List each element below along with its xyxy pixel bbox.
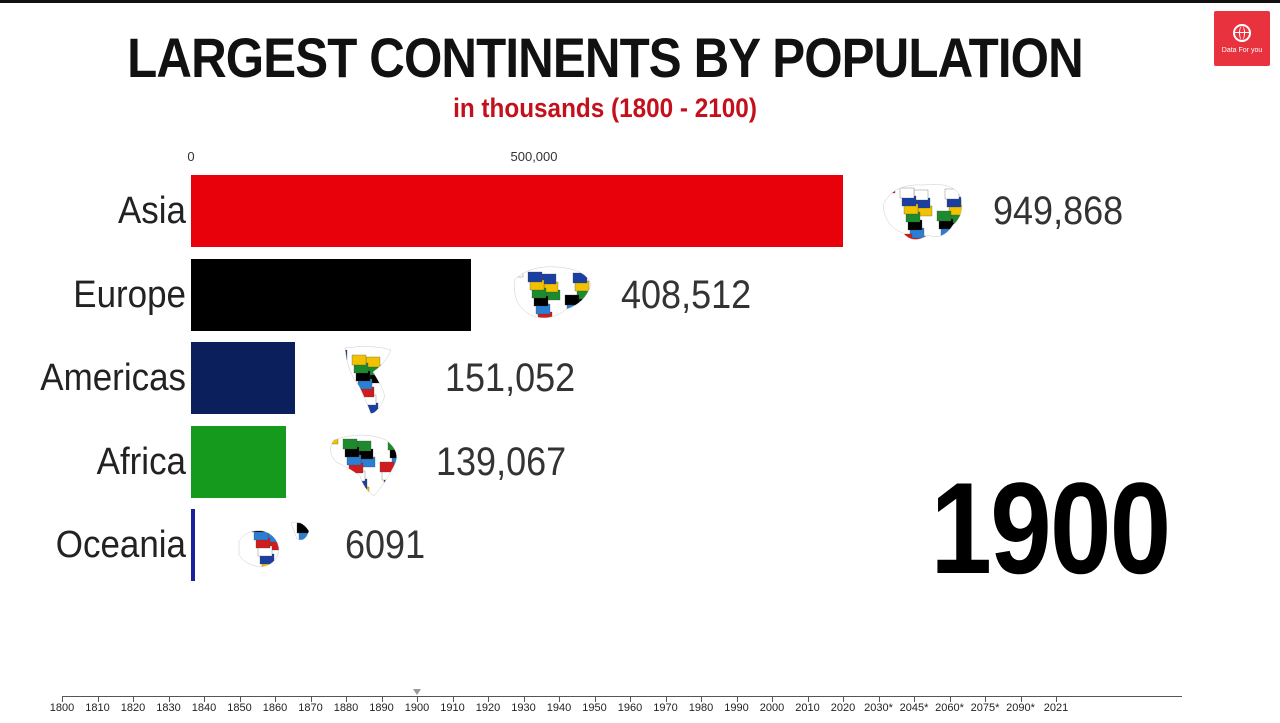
timeline-label[interactable]: 1870 xyxy=(298,702,323,714)
timeline-label[interactable]: 1990 xyxy=(724,702,749,714)
timeline-tick xyxy=(665,696,667,702)
timeline-label[interactable]: 1890 xyxy=(369,702,394,714)
timeline-label[interactable]: 1830 xyxy=(156,702,181,714)
timeline-label[interactable]: 1910 xyxy=(440,702,465,714)
timeline-tick xyxy=(417,696,418,702)
timeline-tick xyxy=(133,696,134,702)
timeline-tick xyxy=(1056,696,1057,702)
timeline-tick xyxy=(807,696,809,702)
timeline-tick xyxy=(736,696,738,702)
bar-asia xyxy=(191,175,843,247)
value-label-africa: 139,067 xyxy=(436,439,567,484)
timeline-tick xyxy=(239,696,241,702)
chart-subtitle: in thousands (1800 - 2100) xyxy=(453,93,757,123)
timeline-label[interactable]: 1920 xyxy=(475,702,501,714)
timeline-label[interactable]: 2020 xyxy=(830,702,856,714)
timeline-label[interactable]: 1940 xyxy=(546,702,572,714)
timeline-tick xyxy=(452,696,454,702)
americas-flag-map-icon xyxy=(325,342,421,416)
timeline-tick xyxy=(843,696,844,702)
timeline-label[interactable]: 2060* xyxy=(935,702,964,714)
value-label-asia: 949,868 xyxy=(992,189,1123,233)
timeline-tick xyxy=(559,696,560,702)
europe-flag-map-icon xyxy=(501,259,597,333)
timeline-label[interactable]: 1980 xyxy=(688,702,714,714)
timeline-label[interactable]: 1950 xyxy=(582,702,607,714)
timeline-label[interactable]: 1820 xyxy=(120,702,146,714)
timeline-tick xyxy=(630,696,631,702)
timeline-tick xyxy=(594,696,596,702)
value-label-americas: 151,052 xyxy=(444,356,575,400)
logo-text: Data For you xyxy=(1221,46,1263,54)
timeline-tick xyxy=(97,696,99,702)
timeline-tick xyxy=(346,696,347,702)
data-for-you-logo[interactable]: Data For you xyxy=(1214,11,1270,66)
bar-africa xyxy=(191,425,287,498)
timeline-axis[interactable]: 1800 1810 1820 1830 1840 1850 1860 1870 1880 1890… xyxy=(0,683,1280,723)
current-year: 1900 xyxy=(930,455,1171,601)
timeline-label[interactable]: 1840 xyxy=(191,702,217,714)
timeline-label[interactable]: 1970 xyxy=(653,702,678,714)
timeline-tick xyxy=(62,696,63,702)
x-tick-label: 0 xyxy=(187,149,195,164)
value-label-europe: 408,512 xyxy=(621,272,752,317)
asia-flag-map-icon xyxy=(873,175,969,249)
timeline-tick xyxy=(878,696,880,702)
chart-title: LARGEST CONTINENTS BY POPULATION xyxy=(127,26,1084,89)
timeline-label[interactable]: 1800 xyxy=(49,702,75,714)
timeline-line xyxy=(62,696,1182,697)
category-label-oceania: Oceania xyxy=(55,524,186,566)
timeline-label[interactable]: 1860 xyxy=(262,702,288,714)
timeline-tick xyxy=(275,696,276,702)
timeline-tick xyxy=(381,696,383,702)
timeline-label[interactable]: 2030* xyxy=(864,702,893,714)
africa-flag-map-icon xyxy=(316,426,412,500)
timeline-label[interactable]: 2000 xyxy=(759,702,785,714)
timeline-tick xyxy=(168,696,170,702)
category-label-europe: Europe xyxy=(73,273,186,316)
timeline-label[interactable]: 2021 xyxy=(1043,702,1069,714)
timeline-label[interactable]: 1810 xyxy=(85,702,110,714)
category-label-africa: Africa xyxy=(96,440,186,483)
timeline-label[interactable]: 1880 xyxy=(333,702,359,714)
timeline-current-marker[interactable] xyxy=(413,689,421,695)
value-label-oceania: 6091 xyxy=(345,523,426,567)
timeline-tick xyxy=(985,696,986,702)
timeline-label[interactable]: 2010 xyxy=(795,702,820,714)
timeline-tick xyxy=(701,696,702,702)
timeline-label[interactable]: 2090* xyxy=(1006,702,1035,714)
bar-americas xyxy=(191,342,295,414)
timeline-tick xyxy=(488,696,489,702)
timeline-tick xyxy=(914,696,915,702)
timeline-label[interactable]: 1930 xyxy=(511,702,536,714)
globe-icon xyxy=(1233,23,1251,42)
timeline-tick xyxy=(204,696,205,702)
oceania-flag-map-icon xyxy=(225,509,321,583)
timeline-tick xyxy=(949,696,951,702)
timeline-label[interactable]: 1960 xyxy=(617,702,643,714)
bar-europe xyxy=(191,258,472,331)
timeline-label[interactable]: 1900 xyxy=(404,702,430,714)
x-tick-label: 500,000 xyxy=(510,149,558,164)
timeline-label[interactable]: 1850 xyxy=(227,702,252,714)
timeline-tick xyxy=(310,696,312,702)
timeline-tick xyxy=(523,696,525,702)
timeline-label[interactable]: 2075* xyxy=(970,702,1000,714)
timeline-label[interactable]: 2045* xyxy=(899,702,929,714)
category-label-asia: Asia xyxy=(117,190,186,232)
timeline-tick xyxy=(1020,696,1022,702)
category-label-americas: Americas xyxy=(40,357,187,399)
bar-oceania xyxy=(191,509,196,581)
timeline-tick xyxy=(772,696,773,702)
